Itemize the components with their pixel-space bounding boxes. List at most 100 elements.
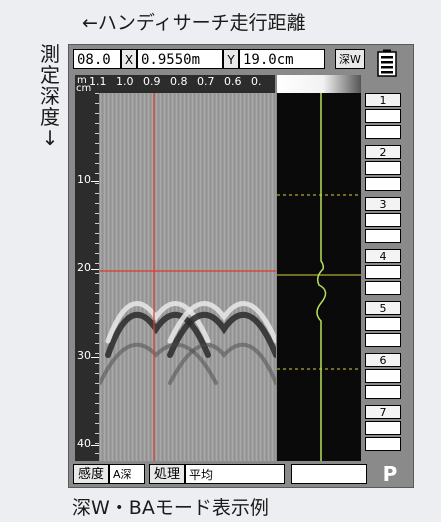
distance-tick-label: 0.7	[197, 75, 215, 88]
depth-minor-tick	[95, 253, 99, 254]
x-label: X	[121, 49, 137, 69]
depth-minor-tick	[95, 333, 99, 334]
x-value-field[interactable]: 0.9550m	[137, 49, 223, 69]
depth-minor-tick	[95, 183, 99, 184]
depth-minor-tick	[95, 303, 99, 304]
depth-minor-tick	[95, 203, 99, 204]
side-slot-6-field[interactable]	[365, 369, 401, 383]
side-slot-4-field[interactable]	[365, 265, 401, 279]
depth-minor-tick	[95, 353, 99, 354]
device-screen: 08.0 X 0.9550m Y 19.0cm 深W m cm 1.1 1.0 0.…	[68, 44, 414, 488]
depth-minor-tick	[95, 393, 99, 394]
side-slot-3-field[interactable]	[365, 213, 401, 227]
sensitivity-label: 感度	[73, 464, 109, 484]
side-panel: 1 2 3 4 5 6 7	[365, 93, 403, 461]
amplitude-scale	[277, 75, 361, 93]
depth-minor-tick	[95, 163, 99, 164]
side-slot-1-label[interactable]: 1	[365, 93, 401, 107]
depth-tick-label: 20	[77, 261, 91, 274]
distance-tick-label: 0.9	[143, 75, 161, 88]
side-slot-1-field[interactable]	[365, 109, 401, 123]
depth-minor-tick	[95, 433, 99, 434]
waveform-profile-view[interactable]	[277, 93, 361, 461]
depth-minor-tick	[95, 363, 99, 364]
depth-minor-tick	[95, 343, 99, 344]
distance-tick-label: 0.8	[170, 75, 188, 88]
side-slot-1-field[interactable]	[365, 125, 401, 139]
depth-minor-tick	[95, 263, 99, 264]
depth-minor-tick	[95, 293, 99, 294]
side-slot-4-field[interactable]	[365, 281, 401, 295]
side-slot-6-field[interactable]	[365, 385, 401, 399]
side-slot-3-label[interactable]: 3	[365, 197, 401, 211]
depth-minor-tick	[95, 283, 99, 284]
mode-value[interactable]: 08.0	[73, 49, 121, 69]
depth-minor-tick	[95, 243, 99, 244]
depth-minor-tick	[95, 123, 99, 124]
sensitivity-value[interactable]: A深	[109, 464, 145, 484]
side-slot-7-label[interactable]: 7	[365, 405, 401, 419]
distance-axis: m cm 1.1 1.0 0.9 0.8 0.7 0.6 0.	[75, 75, 275, 94]
processing-label: 処理	[149, 464, 185, 484]
distance-unit: m	[77, 75, 87, 86]
depth-minor-tick	[95, 173, 99, 174]
side-slot-3-field[interactable]	[365, 229, 401, 243]
y-label: Y	[223, 49, 239, 69]
depth-minor-tick	[95, 233, 99, 234]
side-slot-2-field[interactable]	[365, 177, 401, 191]
depth-minor-tick	[95, 423, 99, 424]
distance-tick-label: 0.	[251, 75, 262, 88]
depth-unit: cm	[76, 83, 92, 94]
depth-minor-tick	[95, 223, 99, 224]
side-slot-6-label[interactable]: 6	[365, 353, 401, 367]
side-slot-2-label[interactable]: 2	[365, 145, 401, 159]
y-value-field[interactable]: 19.0cm	[239, 49, 325, 69]
depth-tick-mark	[91, 269, 99, 270]
depth-tick-mark	[91, 445, 99, 446]
depth-minor-tick	[95, 103, 99, 104]
distance-tick-label: 1.0	[116, 75, 134, 88]
depth-minor-tick	[95, 453, 99, 454]
depth-minor-tick	[95, 443, 99, 444]
depth-tick-label: 30	[77, 349, 91, 362]
depth-minor-tick	[95, 313, 99, 314]
depth-minor-tick	[95, 273, 99, 274]
processing-value[interactable]: 平均	[185, 464, 285, 484]
depth-minor-tick	[95, 413, 99, 414]
depth-axis: 10 20 30 40	[75, 93, 99, 461]
depth-minor-tick	[95, 143, 99, 144]
depth-minor-tick	[95, 323, 99, 324]
depth-minor-tick	[95, 193, 99, 194]
depth-tick-label: 10	[77, 173, 91, 186]
depth-minor-tick	[95, 93, 99, 94]
extra-field[interactable]	[291, 464, 367, 484]
caption-depth-direction: 測定深度↓	[40, 42, 60, 150]
side-slot-7-field[interactable]	[365, 437, 401, 451]
depth-tick-mark	[91, 181, 99, 182]
side-slot-5-field[interactable]	[365, 333, 401, 347]
side-slot-4-label[interactable]: 4	[365, 249, 401, 263]
depth-minor-tick	[95, 153, 99, 154]
caption-distance-direction: ←ハンディサーチ走行距離	[82, 12, 306, 34]
side-slot-7-field[interactable]	[365, 421, 401, 435]
depth-minor-tick	[95, 403, 99, 404]
distance-tick-label: 0.6	[224, 75, 242, 88]
depth-minor-tick	[95, 133, 99, 134]
distance-tick-label: 1.1	[89, 75, 107, 88]
depth-minor-tick	[95, 383, 99, 384]
battery-icon	[377, 49, 397, 77]
side-slot-5-field[interactable]	[365, 317, 401, 331]
caption-display-example: 深W・BAモード表示例	[72, 497, 269, 519]
toolbar: 08.0 X 0.9550m Y 19.0cm 深W	[69, 47, 413, 71]
depth-tick-mark	[91, 357, 99, 358]
radar-scan-view[interactable]	[100, 93, 276, 461]
side-slot-2-field[interactable]	[365, 161, 401, 175]
depth-minor-tick	[95, 373, 99, 374]
depth-tick-label: 40	[77, 437, 91, 450]
depth-minor-tick	[95, 113, 99, 114]
p-button[interactable]: P	[382, 462, 398, 486]
status-bar: 感度 A深 処理 平均 P	[69, 461, 413, 487]
depth-minor-tick	[95, 213, 99, 214]
side-slot-5-label[interactable]: 5	[365, 301, 401, 315]
depth-mode-label[interactable]: 深W	[335, 49, 365, 69]
